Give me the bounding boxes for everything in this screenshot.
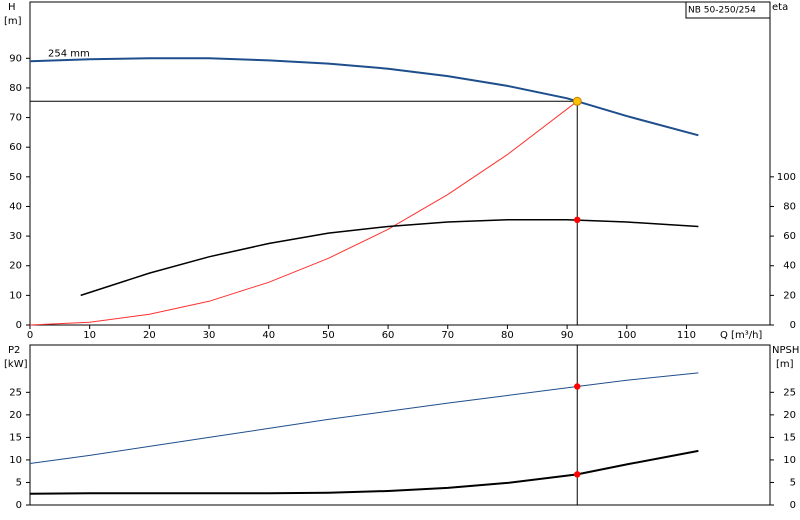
x-tick-label: 0 xyxy=(27,330,33,341)
op-marker xyxy=(574,216,581,224)
op-marker xyxy=(574,383,581,390)
x-tick-label: 70 xyxy=(441,330,454,341)
y-tick-label: 10 xyxy=(9,455,22,466)
y-tick-label: 70 xyxy=(9,113,22,124)
plot-frame xyxy=(29,1,771,326)
x-tick-label: 90 xyxy=(561,330,574,341)
y-tick-label: 30 xyxy=(9,231,22,242)
y2-tick-label: 0 xyxy=(790,320,796,331)
chart-title: NB 50-250/254 xyxy=(688,6,756,16)
curve xyxy=(29,449,699,495)
curve xyxy=(80,219,699,297)
y2-tick-label: 25 xyxy=(783,387,796,398)
y2-tick-label: 5 xyxy=(790,477,796,488)
y2-axis-label: NPSH xyxy=(772,345,799,356)
plot-frame xyxy=(29,344,771,506)
y-tick-label: 10 xyxy=(9,290,22,301)
x-tick-label: 30 xyxy=(203,330,216,341)
y2-tick-label: 80 xyxy=(783,201,796,212)
y-tick-label: 15 xyxy=(9,432,22,443)
y2-tick-label: 15 xyxy=(783,432,796,443)
y-tick-label: 0 xyxy=(16,320,22,331)
y2-tick-label: 100 xyxy=(777,172,796,183)
y-axis-label: P2 xyxy=(8,345,20,356)
curve xyxy=(29,100,578,326)
y2-axis-unit: [m] xyxy=(776,359,794,370)
title-box xyxy=(685,1,771,19)
x-tick-label: 80 xyxy=(501,330,514,341)
y-axis-unit: [kW] xyxy=(4,359,28,370)
op-marker xyxy=(574,471,581,478)
y-tick-label: 60 xyxy=(9,142,22,153)
x-tick-label: 10 xyxy=(83,330,96,341)
y2-tick-label: 40 xyxy=(783,261,796,272)
curve xyxy=(29,372,699,464)
y-tick-label: 80 xyxy=(9,83,22,94)
x-tick-label: 110 xyxy=(677,330,696,341)
x-tick-label: 20 xyxy=(143,330,156,341)
x-tick-label: 60 xyxy=(382,330,395,341)
y-tick-label: 50 xyxy=(9,172,22,183)
y2-tick-label: 0 xyxy=(790,500,796,511)
x-axis-label: Q [m³/h] xyxy=(720,330,762,341)
curve-label: 254 mm xyxy=(48,48,90,59)
y2-tick-label: 20 xyxy=(783,290,796,301)
y2-tick-label: 20 xyxy=(783,410,796,421)
y2-axis-label: eta xyxy=(772,2,788,13)
y2-tick-label: 10 xyxy=(783,455,796,466)
curve xyxy=(29,57,699,137)
y-axis-unit: [m] xyxy=(4,16,22,27)
y-tick-label: 0 xyxy=(16,500,22,511)
y-tick-label: 40 xyxy=(9,201,22,212)
y2-tick-label: 60 xyxy=(783,231,796,242)
x-tick-label: 100 xyxy=(617,330,636,341)
y-tick-label: 5 xyxy=(16,477,22,488)
x-tick-label: 40 xyxy=(262,330,275,341)
y-tick-label: 20 xyxy=(9,261,22,272)
y-axis-label: H xyxy=(8,2,16,13)
y-tick-label: 90 xyxy=(9,53,22,64)
x-tick-label: 50 xyxy=(322,330,335,341)
y-tick-label: 20 xyxy=(9,410,22,421)
operating-point xyxy=(572,96,582,106)
y-tick-label: 25 xyxy=(9,387,22,398)
